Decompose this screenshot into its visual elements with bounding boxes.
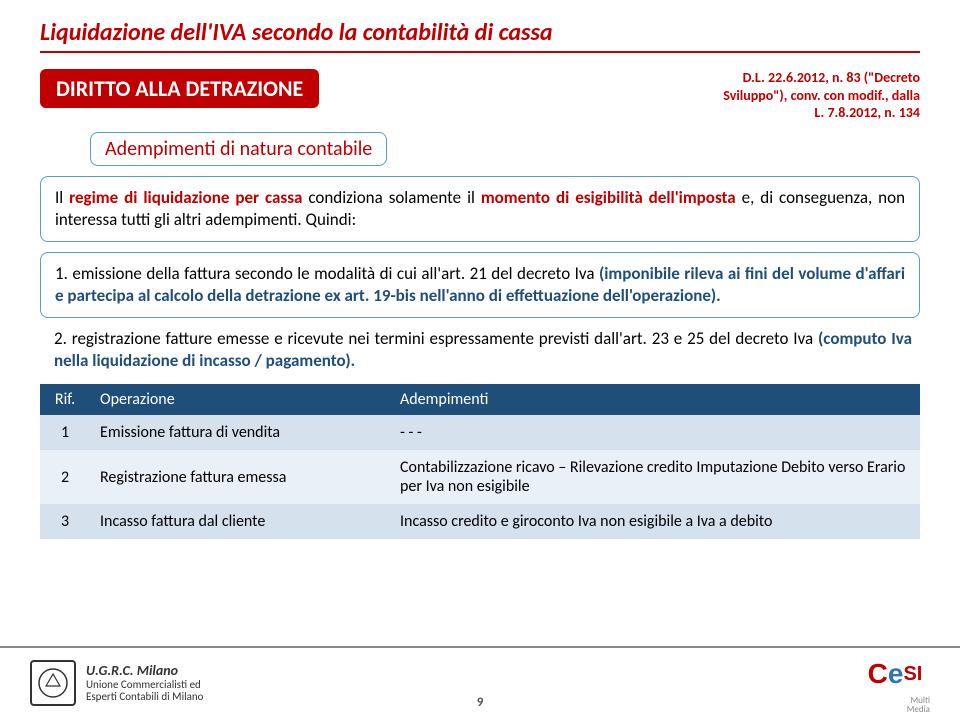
citation-line: L. 7.8.2012, n. 134	[814, 104, 920, 121]
point-2-text: 2. registrazione fatture emesse e ricevu…	[40, 328, 920, 372]
adempimenti-table: Rif. Operazione Adempimenti 1 Emissione …	[40, 384, 920, 539]
logo-right: CeSI Multi Media	[860, 652, 930, 714]
intro-text: Il	[55, 187, 69, 208]
subsection-pill: Adempimenti di natura contabile	[90, 132, 387, 166]
intro-box: Il regime di liquidazione per cassa cond…	[40, 176, 920, 242]
cesi-logo-icon: CeSI	[860, 652, 930, 696]
citation-line: D.L. 22.6.2012, n. 83 ("Decreto	[743, 69, 920, 86]
table-row: 3 Incasso fattura dal cliente Incasso cr…	[40, 504, 920, 539]
cell-ad: Incasso credito e giroconto Iva non esig…	[390, 504, 920, 539]
intro-emphasis: momento di esigibilità dell'imposta	[481, 187, 736, 208]
page-number: 9	[477, 695, 484, 710]
cesi-sub: Multi Media	[860, 696, 930, 714]
table-header-row: Rif. Operazione Adempimenti	[40, 384, 920, 415]
cell-op: Emissione fattura di vendita	[90, 415, 390, 450]
ugrc-text: U.G.R.C. Milano Unione Commercialisti ed…	[86, 663, 203, 703]
law-citation: D.L. 22.6.2012, n. 83 ("Decreto Sviluppo…	[723, 69, 920, 122]
page-title: Liquidazione dell'IVA secondo la contabi…	[40, 18, 920, 53]
col-header: Adempimenti	[390, 384, 920, 415]
point-1-box: 1. emissione della fattura secondo le mo…	[40, 252, 920, 318]
cell-rif: 3	[40, 504, 90, 539]
point-text: 2. registrazione fatture emesse e ricevu…	[54, 328, 818, 349]
slide: Liquidazione dell'IVA secondo la contabi…	[0, 0, 960, 716]
footer: U.G.R.C. Milano Unione Commercialisti ed…	[0, 646, 960, 716]
ugrc-emblem-icon	[30, 660, 76, 706]
point-text: 1. emissione della fattura secondo le mo…	[55, 263, 599, 284]
cell-ad: Contabilizzazione ricavo – Rilevazione c…	[390, 450, 920, 504]
cell-op: Incasso fattura dal cliente	[90, 504, 390, 539]
col-header: Operazione	[90, 384, 390, 415]
heading-row: DIRITTO ALLA DETRAZIONE D.L. 22.6.2012, …	[40, 69, 920, 122]
cell-op: Registrazione fattura emessa	[90, 450, 390, 504]
section-pill: DIRITTO ALLA DETRAZIONE	[40, 69, 319, 108]
cell-ad: - - -	[390, 415, 920, 450]
logo-left: U.G.R.C. Milano Unione Commercialisti ed…	[30, 660, 203, 706]
ugrc-sub: Unione Commercialisti ed Esperti Contabi…	[86, 678, 203, 703]
intro-text: condiziona solamente il	[302, 187, 480, 208]
col-header: Rif.	[40, 384, 90, 415]
table-row: 1 Emissione fattura di vendita - - -	[40, 415, 920, 450]
cell-rif: 2	[40, 450, 90, 504]
citation-line: Sviluppo"), conv. con modif., dalla	[723, 87, 920, 104]
intro-emphasis: regime di liquidazione per cassa	[69, 187, 302, 208]
table-row: 2 Registrazione fattura emessa Contabili…	[40, 450, 920, 504]
cell-rif: 1	[40, 415, 90, 450]
